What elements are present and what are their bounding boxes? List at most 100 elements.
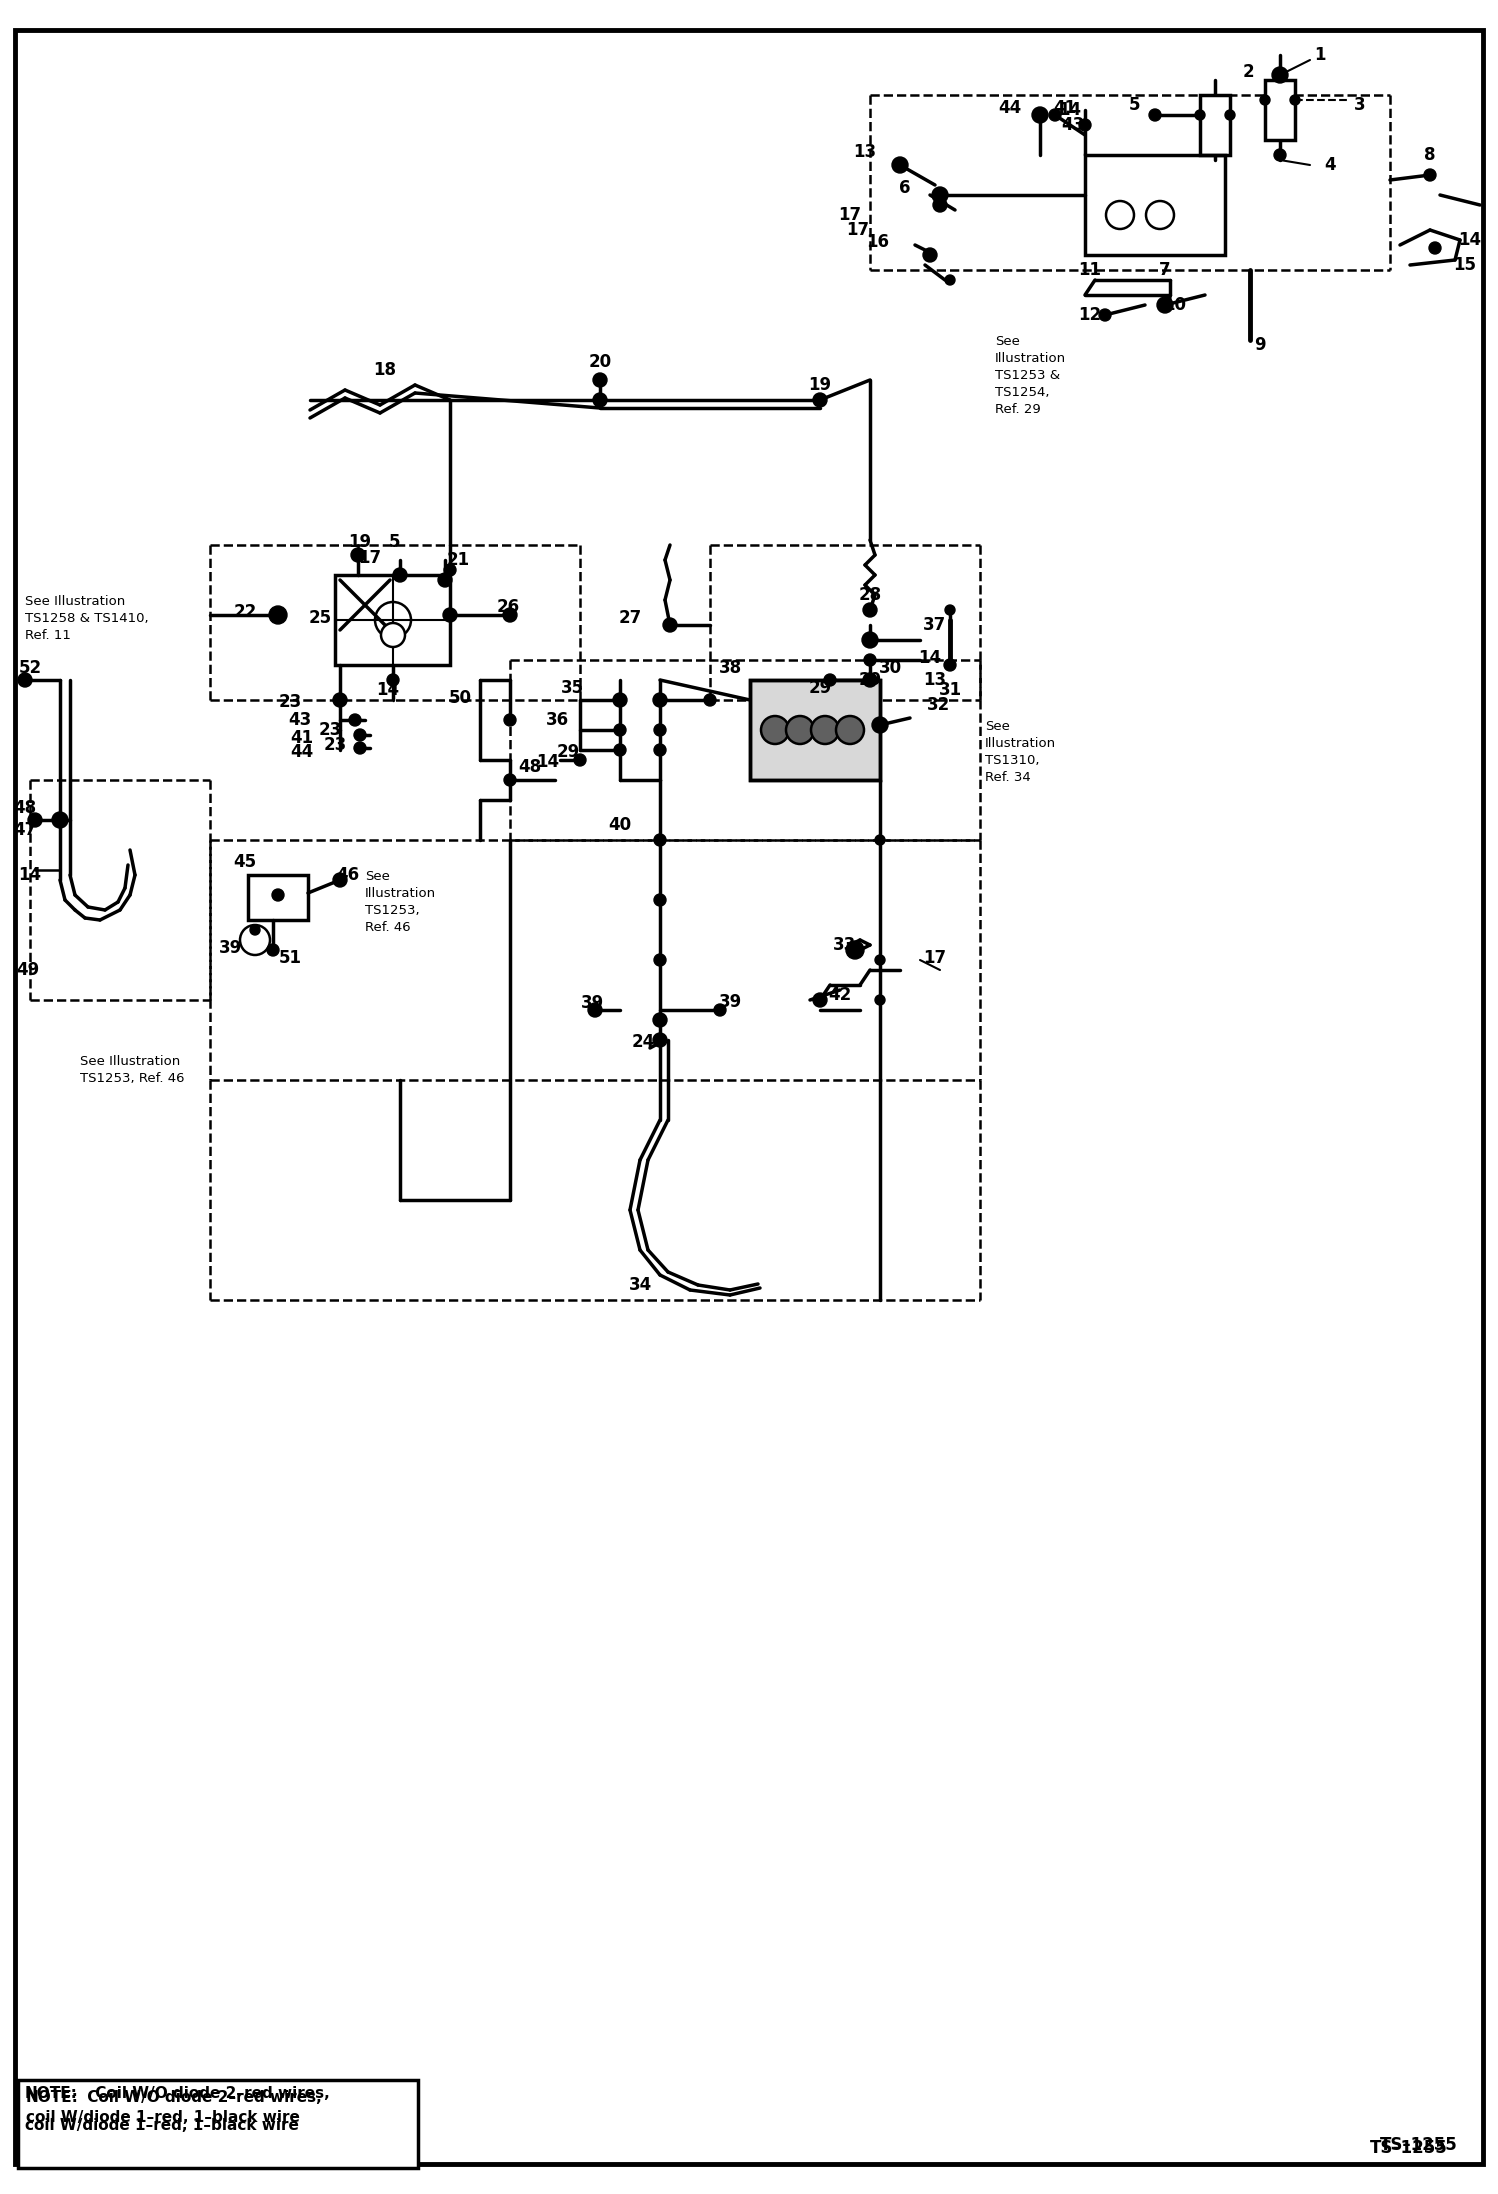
Circle shape xyxy=(593,393,607,408)
Text: See
Illustration
TS1310,
Ref. 34: See Illustration TS1310, Ref. 34 xyxy=(986,720,1056,783)
Text: 51: 51 xyxy=(279,950,301,968)
Text: 6: 6 xyxy=(899,180,911,197)
Text: 43: 43 xyxy=(289,711,312,728)
Circle shape xyxy=(1195,110,1204,121)
Circle shape xyxy=(875,954,885,965)
Circle shape xyxy=(574,755,586,766)
Circle shape xyxy=(437,573,452,588)
Text: 14: 14 xyxy=(1059,101,1082,118)
Bar xyxy=(750,680,879,781)
Circle shape xyxy=(655,893,667,906)
Circle shape xyxy=(1260,94,1270,105)
Circle shape xyxy=(863,603,876,617)
Circle shape xyxy=(380,623,404,647)
Circle shape xyxy=(503,713,515,726)
Text: 39: 39 xyxy=(580,994,604,1011)
Circle shape xyxy=(933,197,947,213)
Text: 14: 14 xyxy=(536,753,560,770)
Circle shape xyxy=(704,693,716,706)
Circle shape xyxy=(1079,118,1091,132)
Circle shape xyxy=(593,373,607,386)
Bar xyxy=(1085,156,1225,255)
Circle shape xyxy=(655,954,667,965)
Text: See
Illustration
TS1253,
Ref. 46: See Illustration TS1253, Ref. 46 xyxy=(366,871,436,935)
Text: 17: 17 xyxy=(839,206,861,224)
Text: 18: 18 xyxy=(373,362,397,380)
Circle shape xyxy=(932,186,948,204)
Circle shape xyxy=(863,674,876,687)
Text: 22: 22 xyxy=(234,603,256,621)
Circle shape xyxy=(443,608,457,623)
Bar xyxy=(249,875,309,919)
Text: coil W/diode 1–red, 1–black wire: coil W/diode 1–red, 1–black wire xyxy=(25,2111,300,2126)
Text: See
Illustration
TS1253 &
TS1254,
Ref. 29: See Illustration TS1253 & TS1254, Ref. 2… xyxy=(995,336,1067,417)
Text: 45: 45 xyxy=(234,853,256,871)
Text: 17: 17 xyxy=(923,950,947,968)
Text: 19: 19 xyxy=(349,533,372,551)
Text: 39: 39 xyxy=(219,939,241,957)
Text: 40: 40 xyxy=(608,816,632,834)
Text: 14: 14 xyxy=(1459,230,1482,248)
Bar xyxy=(1264,79,1294,140)
Circle shape xyxy=(333,693,348,706)
Text: 27: 27 xyxy=(619,610,641,627)
Text: 47: 47 xyxy=(13,821,36,838)
Circle shape xyxy=(864,654,876,667)
Text: 1: 1 xyxy=(1314,46,1326,64)
Text: 31: 31 xyxy=(938,680,962,700)
Circle shape xyxy=(1225,110,1234,121)
Circle shape xyxy=(655,1014,667,1027)
Circle shape xyxy=(715,1005,727,1016)
Circle shape xyxy=(503,608,517,623)
Circle shape xyxy=(349,713,361,726)
Circle shape xyxy=(250,926,261,935)
Text: 17: 17 xyxy=(358,548,382,566)
Circle shape xyxy=(846,941,864,959)
Circle shape xyxy=(443,564,455,577)
Text: 48: 48 xyxy=(13,799,36,816)
Circle shape xyxy=(1273,149,1285,160)
Text: 23: 23 xyxy=(324,735,346,755)
Circle shape xyxy=(945,606,956,614)
Bar xyxy=(18,2080,418,2168)
Circle shape xyxy=(1149,110,1161,121)
Text: 29: 29 xyxy=(556,744,580,761)
Text: 4: 4 xyxy=(1324,156,1336,173)
Circle shape xyxy=(824,674,836,687)
Text: 49: 49 xyxy=(16,961,39,979)
Circle shape xyxy=(18,674,31,687)
Text: See Illustration
TS1258 & TS1410,
Ref. 11: See Illustration TS1258 & TS1410, Ref. 1… xyxy=(25,595,148,643)
Bar xyxy=(1200,94,1230,156)
Text: 29: 29 xyxy=(858,671,882,689)
Text: 28: 28 xyxy=(858,586,881,603)
Circle shape xyxy=(52,812,67,827)
Circle shape xyxy=(613,693,628,706)
Circle shape xyxy=(267,943,279,957)
Text: 50: 50 xyxy=(448,689,472,706)
Circle shape xyxy=(891,158,908,173)
Circle shape xyxy=(1049,110,1061,121)
Text: 34: 34 xyxy=(628,1277,652,1294)
Text: 46: 46 xyxy=(337,867,360,884)
Circle shape xyxy=(1272,68,1288,83)
Text: 41: 41 xyxy=(291,728,313,746)
Text: 14: 14 xyxy=(376,680,400,700)
Circle shape xyxy=(945,274,956,285)
Text: 17: 17 xyxy=(846,222,869,239)
Circle shape xyxy=(761,715,789,744)
Text: TS–1255: TS–1255 xyxy=(1371,2139,1447,2157)
Text: 5: 5 xyxy=(1129,97,1141,114)
Text: Coil W/O diode 2–red wires,: Coil W/O diode 2–red wires, xyxy=(82,2091,322,2104)
Circle shape xyxy=(354,728,366,742)
Circle shape xyxy=(333,873,348,886)
Circle shape xyxy=(810,715,839,744)
Text: 30: 30 xyxy=(878,658,902,678)
Bar xyxy=(750,680,879,781)
Text: 21: 21 xyxy=(446,551,469,568)
Text: 37: 37 xyxy=(923,617,947,634)
Text: 11: 11 xyxy=(1079,261,1101,279)
Circle shape xyxy=(614,724,626,735)
Text: TS–1255: TS–1255 xyxy=(1380,2137,1458,2155)
Text: 33: 33 xyxy=(833,937,857,954)
Circle shape xyxy=(351,548,366,562)
